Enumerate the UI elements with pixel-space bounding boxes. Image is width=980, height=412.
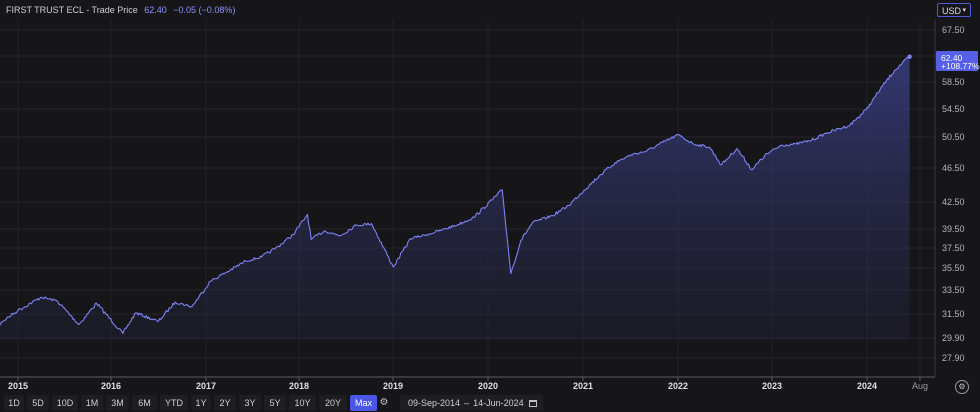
range-button-6m[interactable]: 6M <box>132 395 157 411</box>
gear-icon[interactable]: ⚙ <box>955 380 969 394</box>
header-separator: - <box>83 5 92 15</box>
range-toolbar: 1D 5D 10D 1M 3M 6M YTD 1Y 2Y 3Y 5Y 10Y 20Y Max ⚙ 09-Se… <box>0 395 980 412</box>
chevron-down-icon: ▾ <box>962 7 966 14</box>
price-tag-change: +108.77% <box>941 61 980 71</box>
date-to: 14-Jun-2024 <box>473 398 524 408</box>
range-button-5d[interactable]: 5D <box>27 395 49 411</box>
range-button-max[interactable]: Max <box>350 395 377 411</box>
price-line <box>0 56 910 335</box>
range-button-1y[interactable]: 1Y <box>191 395 211 411</box>
x-tick-label: 2019 <box>383 381 403 391</box>
x-tick-label: 2018 <box>289 381 309 391</box>
y-tick-label: 46.50 <box>942 163 965 173</box>
price-area <box>0 56 910 340</box>
y-tick-label: 39.50 <box>942 224 965 234</box>
range-button-5y[interactable]: 5Y <box>264 395 286 411</box>
settings-gear-icon[interactable]: ⚙ <box>379 397 389 408</box>
date-from: 09-Sep-2014 <box>408 398 461 408</box>
y-tick-label: 35.50 <box>942 263 965 273</box>
range-button-3y[interactable]: 3Y <box>239 395 261 411</box>
y-tick-label: 33.50 <box>942 285 965 295</box>
range-button-1d[interactable]: 1D <box>4 395 24 411</box>
x-tick-label: Aug <box>912 381 928 391</box>
last-price-marker <box>907 54 912 59</box>
last-price: 62.40 <box>144 5 167 15</box>
x-tick-label: 2023 <box>762 381 782 391</box>
range-button-3m[interactable]: 3M <box>106 395 129 411</box>
range-button-10d[interactable]: 10D <box>52 395 78 411</box>
chart-header: FIRST TRUST ECL - Trade Price 62.40 −0.0… <box>6 4 235 16</box>
price-change: −0.05 (−0.08%) <box>173 5 236 15</box>
x-tick-label: 2022 <box>668 381 688 391</box>
x-tick-label: 2021 <box>573 381 593 391</box>
date-separator: – <box>464 398 470 408</box>
y-tick-label: 42.50 <box>942 197 965 207</box>
range-button-1m[interactable]: 1M <box>81 395 103 411</box>
range-button-20y[interactable]: 20Y <box>319 395 347 411</box>
x-axis-ticks: 2015 2016 2017 2018 2019 2020 2021 2022 2023 2024… <box>8 377 928 391</box>
range-button-2y[interactable]: 2Y <box>214 395 236 411</box>
y-tick-label: 58.50 <box>942 77 965 87</box>
y-tick-label: 31.50 <box>942 309 965 319</box>
y-tick-label: 27.90 <box>942 353 965 363</box>
y-tick-label: 67.50 <box>942 25 965 35</box>
x-tick-label: 2017 <box>196 381 216 391</box>
x-tick-label: 2024 <box>857 381 877 391</box>
price-tag-value: 62.40 <box>941 53 963 63</box>
x-tick-label: 2015 <box>8 381 28 391</box>
currency-select[interactable]: USD ▾ <box>937 3 971 17</box>
price-tag: 62.40 +108.77% <box>936 51 980 71</box>
currency-label: USD <box>942 6 962 16</box>
range-button-ytd[interactable]: YTD <box>160 395 188 411</box>
calendar-icon <box>528 400 537 407</box>
y-tick-label: 50.50 <box>942 132 965 142</box>
price-tag-box <box>936 51 978 71</box>
y-axis-ticks: 67.5062.5058.5054.5050.5046.5042.5039.50… <box>942 25 965 363</box>
measure-label: Trade Price <box>91 5 138 15</box>
y-tick-label: 54.50 <box>942 104 965 114</box>
instrument-name: FIRST TRUST ECL <box>6 5 84 15</box>
x-tick-label: 2016 <box>101 381 121 391</box>
x-tick-label: 2020 <box>478 381 498 391</box>
y-tick-label: 29.90 <box>942 333 965 343</box>
range-button-10y[interactable]: 10Y <box>289 395 316 411</box>
y-tick-label: 37.50 <box>942 243 965 253</box>
date-range-picker[interactable]: 09-Sep-2014–14-Jun-2024 <box>400 395 543 411</box>
